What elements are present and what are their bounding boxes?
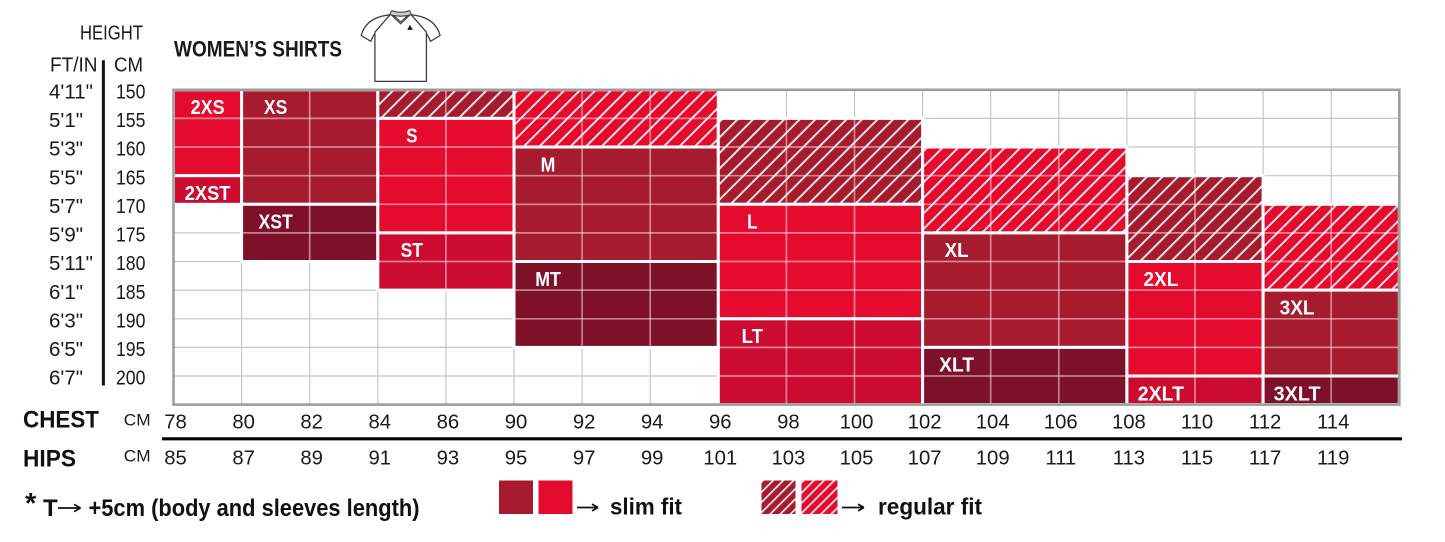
svg-text:113: 113: [1113, 448, 1145, 470]
svg-text:96: 96: [709, 411, 732, 433]
svg-text:6'7": 6'7": [49, 367, 83, 390]
svg-text:5'9": 5'9": [49, 224, 83, 247]
svg-text:155: 155: [116, 109, 146, 132]
svg-text:180: 180: [116, 252, 146, 275]
svg-text:CHEST: CHEST: [23, 407, 99, 434]
svg-text:170: 170: [116, 195, 146, 218]
svg-text:195: 195: [116, 338, 146, 361]
svg-text:5'1": 5'1": [49, 109, 83, 132]
svg-text:91: 91: [369, 448, 392, 470]
svg-text:84: 84: [369, 411, 392, 433]
svg-text:4'11": 4'11": [49, 81, 93, 104]
svg-text:2XLT: 2XLT: [1138, 383, 1184, 405]
svg-text:CM: CM: [124, 447, 151, 465]
svg-text:3XLT: 3XLT: [1274, 383, 1321, 405]
svg-text:78: 78: [164, 411, 187, 433]
svg-text:WOMEN’S SHIRTS: WOMEN’S SHIRTS: [174, 36, 342, 61]
svg-text:150: 150: [116, 81, 146, 104]
svg-text:93: 93: [437, 448, 460, 470]
svg-text:5'11": 5'11": [49, 252, 93, 275]
svg-text:80: 80: [232, 411, 255, 433]
svg-text:+5cm (body and sleeves length): +5cm (body and sleeves length): [89, 495, 420, 522]
svg-text:M: M: [541, 154, 556, 176]
svg-text:99: 99: [641, 448, 664, 470]
svg-text:94: 94: [641, 411, 664, 433]
svg-text:2XS: 2XS: [191, 97, 225, 119]
svg-text:185: 185: [116, 281, 146, 304]
svg-text:89: 89: [300, 448, 323, 470]
svg-text:2XST: 2XST: [185, 183, 231, 205]
svg-text:100: 100: [840, 411, 874, 433]
svg-text:5'5": 5'5": [49, 166, 83, 189]
svg-text:85: 85: [164, 448, 187, 470]
svg-text:90: 90: [505, 411, 528, 433]
svg-text:HIPS: HIPS: [23, 445, 76, 472]
svg-text:160: 160: [116, 138, 146, 161]
svg-text:FT/IN: FT/IN: [50, 55, 98, 77]
svg-text:117: 117: [1249, 448, 1281, 470]
svg-text:112: 112: [1249, 411, 1281, 433]
svg-text:190: 190: [116, 310, 146, 333]
svg-text:XST: XST: [258, 212, 292, 234]
svg-text:92: 92: [573, 411, 596, 433]
svg-text:CM: CM: [114, 55, 143, 77]
svg-text:*: *: [25, 488, 37, 520]
svg-text:98: 98: [777, 411, 800, 433]
svg-text:L: L: [747, 212, 757, 234]
svg-text:108: 108: [1112, 411, 1146, 433]
svg-text:119: 119: [1317, 448, 1349, 470]
svg-text:3XL: 3XL: [1280, 297, 1315, 319]
svg-text:XL: XL: [945, 240, 969, 262]
svg-text:111: 111: [1045, 448, 1076, 470]
svg-text:6'1": 6'1": [49, 281, 83, 304]
svg-text:165: 165: [116, 166, 146, 189]
svg-text:XS: XS: [264, 97, 287, 119]
svg-text:T: T: [43, 495, 58, 522]
svg-text:200: 200: [116, 367, 146, 390]
svg-text:102: 102: [908, 411, 942, 433]
svg-text:114: 114: [1317, 411, 1349, 433]
svg-text:107: 107: [908, 448, 942, 470]
svg-text:103: 103: [771, 448, 805, 470]
svg-text:82: 82: [300, 411, 323, 433]
svg-text:175: 175: [116, 224, 146, 247]
svg-text:regular fit: regular fit: [878, 494, 982, 520]
svg-text:HEIGHT: HEIGHT: [80, 22, 143, 44]
svg-text:6'3": 6'3": [49, 310, 83, 333]
svg-text:106: 106: [1044, 411, 1078, 433]
svg-text:ST: ST: [401, 240, 423, 262]
svg-text:87: 87: [232, 448, 255, 470]
svg-text:5'7": 5'7": [49, 195, 83, 218]
svg-text:slim fit: slim fit: [610, 494, 682, 520]
svg-text:5'3": 5'3": [49, 138, 83, 161]
svg-text:97: 97: [573, 448, 596, 470]
svg-text:109: 109: [976, 448, 1010, 470]
svg-text:110: 110: [1181, 411, 1213, 433]
svg-text:LT: LT: [742, 326, 763, 348]
svg-text:104: 104: [976, 411, 1010, 433]
svg-text:6'5": 6'5": [49, 338, 83, 361]
svg-text:115: 115: [1181, 448, 1213, 470]
svg-text:95: 95: [505, 448, 528, 470]
svg-text:CM: CM: [124, 411, 151, 429]
svg-text:S: S: [406, 126, 417, 148]
svg-text:2XL: 2XL: [1143, 269, 1178, 291]
svg-text:MT: MT: [535, 269, 561, 291]
svg-text:XLT: XLT: [939, 355, 974, 377]
svg-text:86: 86: [437, 411, 460, 433]
svg-text:101: 101: [703, 448, 737, 470]
svg-text:105: 105: [840, 448, 874, 470]
